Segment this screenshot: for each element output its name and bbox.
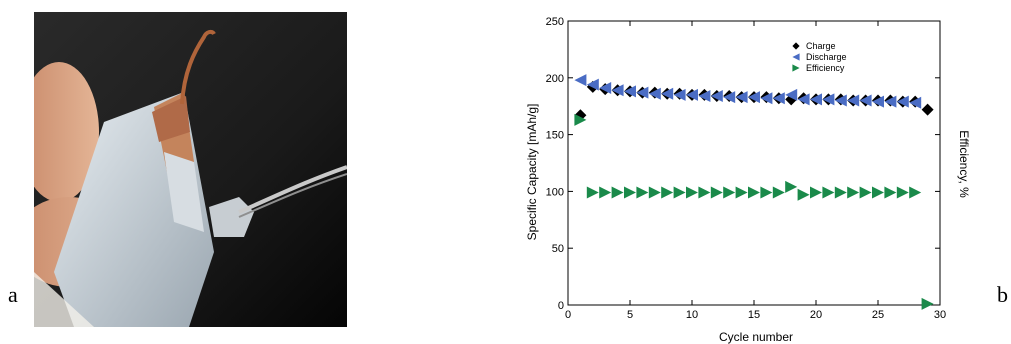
y-tick-label: 150 (546, 130, 564, 142)
data-point-discharge (735, 91, 748, 104)
data-point-efficiency (847, 186, 860, 199)
data-point-efficiency (859, 186, 872, 199)
data-point-discharge (872, 95, 884, 108)
y-tick-label: 250 (546, 16, 564, 28)
data-point-efficiency (636, 186, 649, 199)
data-point-efficiency (661, 186, 674, 199)
y-tick-label: 50 (552, 243, 564, 255)
x-tick-label: 20 (810, 309, 822, 321)
legend-marker-charge (792, 42, 800, 50)
data-point-discharge (723, 91, 736, 104)
data-point-efficiency (710, 186, 723, 199)
data-point-discharge (574, 74, 587, 87)
data-point-discharge (884, 95, 897, 108)
data-point-efficiency (810, 186, 822, 199)
data-point-efficiency (760, 186, 773, 199)
data-point-discharge (636, 86, 649, 99)
legend-marker-discharge (792, 53, 800, 61)
legend-marker-efficiency (792, 64, 800, 72)
y2-axis-label: Efficiency, % (957, 130, 971, 198)
legend-label-discharge: Discharge (806, 52, 847, 62)
x-tick-label: 0 (565, 309, 571, 321)
data-point-efficiency (611, 186, 624, 199)
x-tick-label: 15 (748, 309, 760, 321)
data-point-discharge (834, 94, 847, 107)
data-point-efficiency (797, 188, 810, 201)
x-tick-label: 10 (686, 309, 698, 321)
data-point-efficiency (834, 186, 847, 199)
y-axis-label: Specific Capacity [mAh/g] (525, 104, 539, 241)
data-point-discharge (673, 88, 686, 101)
data-point-discharge (661, 87, 674, 100)
data-point-efficiency (896, 186, 909, 199)
data-point-discharge (760, 92, 773, 105)
x-tick-label: 30 (934, 309, 946, 321)
y-tick-label: 100 (546, 186, 564, 198)
data-point-discharge (748, 91, 760, 104)
data-point-efficiency (785, 180, 798, 193)
data-point-efficiency (648, 186, 661, 199)
data-point-discharge (810, 93, 822, 106)
data-point-efficiency (748, 186, 760, 199)
data-point-discharge (586, 78, 599, 91)
y-tick-label: 0 (558, 300, 564, 312)
data-point-discharge (686, 88, 698, 101)
data-point-discharge (822, 93, 835, 106)
x-tick-label: 25 (872, 309, 884, 321)
data-point-discharge (896, 95, 909, 108)
data-point-efficiency (624, 186, 636, 199)
data-point-efficiency (586, 186, 599, 199)
data-point-discharge (847, 94, 860, 107)
data-point-discharge (599, 82, 612, 95)
data-point-efficiency (673, 186, 686, 199)
data-point-discharge (710, 89, 723, 102)
data-point-efficiency (686, 186, 698, 199)
legend-label-charge: Charge (806, 41, 836, 51)
data-point-efficiency (822, 186, 835, 199)
data-point-discharge (648, 87, 661, 100)
data-point-discharge (624, 85, 636, 98)
data-point-discharge (611, 84, 624, 97)
data-point-efficiency (735, 186, 748, 199)
data-point-efficiency (574, 113, 587, 126)
data-point-efficiency (909, 186, 922, 199)
data-point-efficiency (772, 186, 785, 199)
data-point-efficiency (872, 186, 884, 199)
data-point-charge (921, 103, 934, 116)
legend-label-efficiency: Efficiency (806, 63, 845, 73)
data-point-discharge (859, 94, 872, 107)
data-point-efficiency (698, 186, 711, 199)
x-axis-label: Cycle number (719, 330, 793, 344)
data-point-discharge (772, 92, 785, 105)
panel-label-a: a (8, 282, 18, 307)
data-point-discharge (698, 89, 711, 102)
plot-area (567, 20, 941, 306)
data-point-efficiency (884, 186, 897, 199)
data-point-discharge (797, 93, 810, 106)
data-point-discharge (785, 88, 798, 101)
data-point-discharge (909, 96, 922, 109)
photo-icon (34, 12, 347, 327)
x-tick-label: 5 (627, 309, 633, 321)
data-point-efficiency (723, 186, 736, 199)
data-point-efficiency (599, 186, 612, 199)
panel-label-b: b (997, 282, 1008, 307)
data-point-efficiency (921, 297, 934, 310)
y-tick-label: 200 (546, 73, 564, 85)
